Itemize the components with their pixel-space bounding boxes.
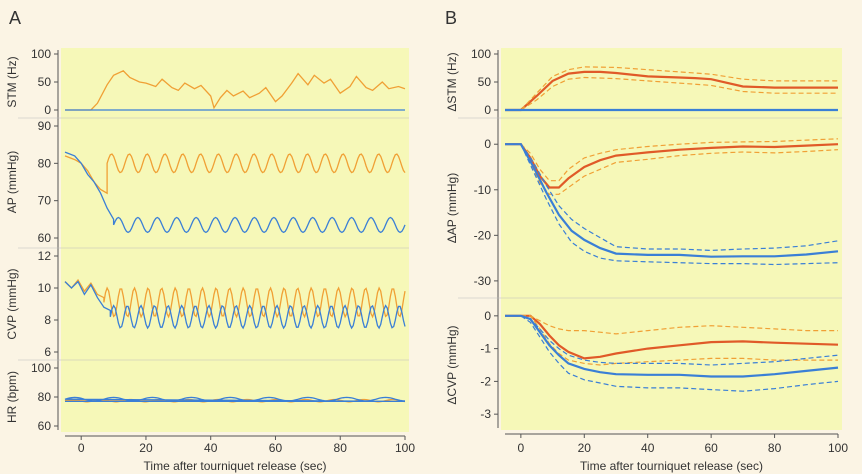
y-tick-label: 100 bbox=[31, 361, 51, 375]
series-line-b-stm-1 bbox=[505, 66, 838, 111]
series-line-b-ap-0 bbox=[505, 143, 839, 189]
y-tick-label: 50 bbox=[478, 75, 492, 89]
y-axis-label: AP (mmHg) bbox=[5, 151, 19, 213]
panel-b: B 0 20 40 60 80 100 Time after tourniquet relea… bbox=[445, 8, 848, 473]
x-tick-label: 100 bbox=[395, 441, 415, 455]
y-tick-label: 80 bbox=[38, 390, 52, 404]
y-tick-label: 90 bbox=[38, 119, 52, 133]
series-line-b-cvp-2 bbox=[505, 315, 838, 366]
y-tick-label: -30 bbox=[474, 274, 492, 288]
x-tick-label: 100 bbox=[828, 441, 848, 455]
panel-letter: A bbox=[9, 8, 21, 28]
x-tick-label: 40 bbox=[204, 441, 218, 455]
x-tick-label: 20 bbox=[578, 441, 592, 455]
x-tick-label: 40 bbox=[641, 441, 655, 455]
y-tick-label: 0 bbox=[484, 309, 491, 323]
y-tick-label: 8 bbox=[44, 313, 51, 327]
series-line-a-hr-1 bbox=[64, 396, 406, 403]
x-tick-label: 60 bbox=[269, 441, 283, 455]
y-tick-label: 6 bbox=[44, 345, 51, 359]
x-tick-label: 80 bbox=[334, 441, 348, 455]
y-tick-label: 60 bbox=[38, 419, 52, 433]
x-axis-label: Time after tourniquet release (sec) bbox=[144, 459, 327, 473]
y-tick-label: -2 bbox=[480, 374, 491, 388]
y-tick-label: 10 bbox=[38, 281, 52, 295]
series-line-b-cvp-3 bbox=[505, 314, 839, 378]
y-tick-label: 80 bbox=[38, 156, 52, 170]
y-tick-label: 100 bbox=[31, 47, 51, 61]
series-line-a-ap-0 bbox=[64, 153, 406, 195]
series-line-b-stm-2 bbox=[505, 76, 838, 111]
y-axis-label: STM (Hz) bbox=[5, 56, 19, 107]
y-tick-label: -3 bbox=[480, 407, 491, 421]
y-tick-label: 0 bbox=[44, 103, 51, 117]
y-tick-label: 60 bbox=[38, 231, 52, 245]
x-axis-label: Time after tourniquet release (sec) bbox=[580, 459, 763, 473]
y-axis-label: CVP (mmHg) bbox=[5, 268, 19, 339]
x-tick-label: 0 bbox=[518, 441, 525, 455]
series-line-a-stm-0 bbox=[65, 70, 406, 111]
y-axis-label: ΔCVP (mmHg) bbox=[445, 325, 459, 404]
series-line-b-ap-1 bbox=[505, 138, 839, 182]
y-tick-label: 12 bbox=[38, 249, 52, 263]
y-tick-label: -1 bbox=[480, 342, 491, 356]
series-line-b-cvp-4 bbox=[505, 315, 839, 366]
series-line-b-ap-3 bbox=[505, 143, 839, 258]
series-line-b-ap-4 bbox=[505, 143, 839, 252]
y-tick-label: 100 bbox=[471, 47, 491, 61]
y-tick-label: 0 bbox=[484, 103, 491, 117]
y-tick-label: 70 bbox=[38, 194, 52, 208]
series-line-b-cvp-1 bbox=[505, 315, 838, 335]
series-line-a-ap-1 bbox=[64, 151, 406, 234]
series-line-b-ap-2 bbox=[505, 143, 839, 195]
y-tick-label: -20 bbox=[474, 228, 492, 242]
x-tick-label: 0 bbox=[78, 441, 85, 455]
y-tick-label: 50 bbox=[38, 75, 52, 89]
plot-background bbox=[61, 48, 409, 432]
y-axis-label: ΔSTM (Hz) bbox=[445, 52, 459, 111]
series-line-b-cvp-0 bbox=[505, 314, 839, 360]
series-line-a-cvp-1 bbox=[64, 280, 406, 330]
x-tick-label: 20 bbox=[139, 441, 153, 455]
x-tick-label: 80 bbox=[768, 441, 782, 455]
series-line-a-cvp-0 bbox=[64, 278, 406, 319]
y-tick-label: -10 bbox=[474, 183, 492, 197]
y-axis-label: HR (bpm) bbox=[5, 371, 19, 423]
y-axis-label: ΔAP (mmHg) bbox=[445, 173, 459, 243]
series-line-b-cvp-5 bbox=[505, 315, 839, 392]
x-tick-label: 60 bbox=[704, 441, 718, 455]
panel-letter: B bbox=[445, 8, 457, 28]
series-line-b-stm-0 bbox=[505, 70, 838, 112]
y-tick-label: 0 bbox=[484, 137, 491, 151]
plot-background bbox=[501, 48, 842, 430]
